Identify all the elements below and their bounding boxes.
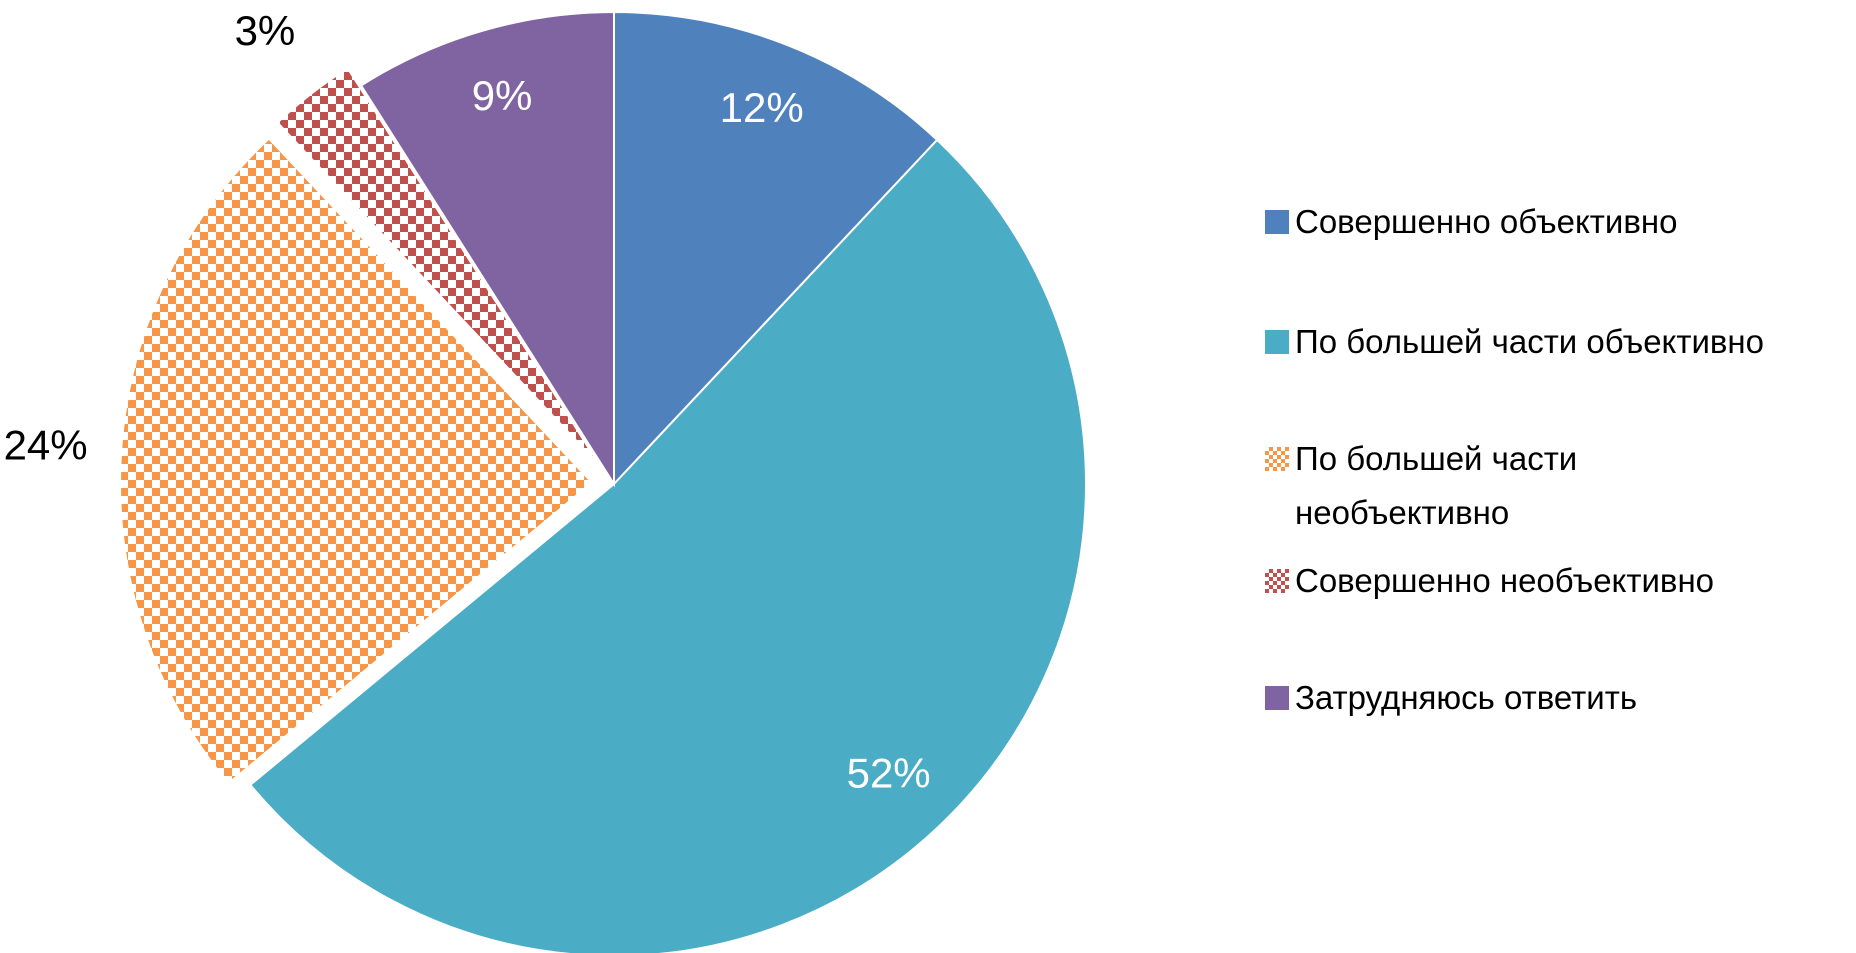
legend-swatch bbox=[1265, 330, 1289, 354]
legend-item: Совершенно объективно bbox=[1265, 195, 1820, 249]
legend-item: По большей части объективно bbox=[1265, 315, 1820, 369]
pie-slice bbox=[359, 10, 615, 488]
legend-item: По большей части необъективно bbox=[1265, 432, 1775, 540]
legend-swatch bbox=[1265, 447, 1289, 471]
legend-label: Совершенно необъективно bbox=[1295, 562, 1715, 599]
legend-item: Совершенно необъективно bbox=[1265, 554, 1820, 608]
data-label: 9% bbox=[472, 72, 533, 119]
data-label: 12% bbox=[720, 84, 804, 131]
pie-slice bbox=[275, 66, 602, 468]
legend-item: Затрудняюсь ответить bbox=[1265, 671, 1820, 725]
legend-swatch bbox=[1265, 686, 1289, 710]
legend-label: Совершенно объективно bbox=[1295, 203, 1678, 240]
legend-label: По большей части необъективно bbox=[1295, 440, 1578, 531]
legend-swatch bbox=[1265, 569, 1289, 593]
data-label: 24% bbox=[4, 421, 88, 468]
legend-label: Затрудняюсь ответить bbox=[1295, 679, 1638, 716]
pie-slice bbox=[119, 137, 594, 785]
data-label: 52% bbox=[847, 750, 931, 797]
pie-slice bbox=[613, 10, 939, 487]
legend-label: По большей части объективно bbox=[1295, 323, 1765, 360]
pie-slice bbox=[248, 138, 1087, 953]
data-label: 3% bbox=[235, 7, 296, 54]
legend-swatch bbox=[1265, 210, 1289, 234]
